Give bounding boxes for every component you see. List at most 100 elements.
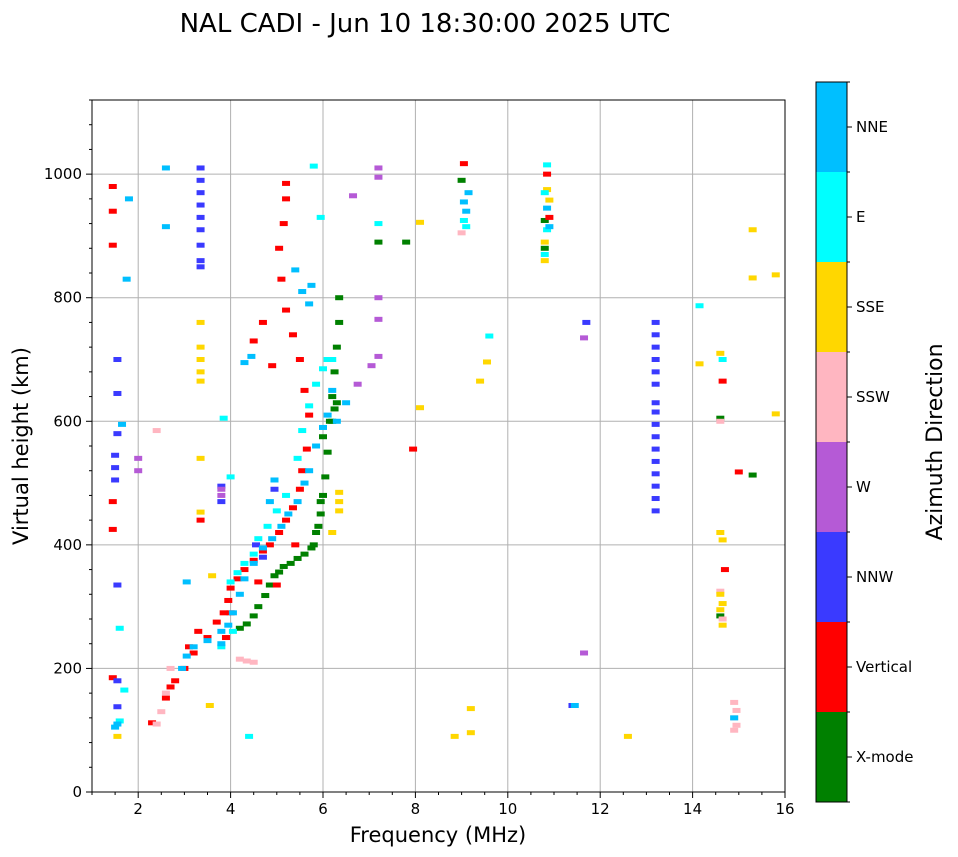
- series-ssw: [153, 230, 741, 732]
- data-point: [162, 224, 170, 229]
- data-point: [247, 354, 255, 359]
- data-point: [402, 240, 410, 245]
- data-point: [109, 209, 117, 214]
- x-tick-label: 12: [591, 800, 610, 818]
- data-point: [116, 626, 124, 631]
- data-point: [183, 579, 191, 584]
- data-point: [458, 178, 466, 183]
- data-point: [582, 320, 590, 325]
- data-point: [321, 474, 329, 479]
- data-point: [291, 542, 299, 547]
- data-point: [109, 243, 117, 248]
- colorbar-segment: [816, 532, 847, 622]
- data-point: [310, 164, 318, 169]
- data-point: [282, 196, 290, 201]
- data-point: [113, 734, 121, 739]
- x-tick-label: 14: [683, 800, 702, 818]
- data-point: [335, 320, 343, 325]
- data-point: [298, 289, 306, 294]
- data-point: [416, 405, 424, 410]
- data-point: [194, 629, 202, 634]
- y-axis-label: Virtual height (km): [9, 347, 33, 545]
- data-point: [291, 267, 299, 272]
- x-tick-label: 16: [775, 800, 794, 818]
- data-point: [282, 518, 290, 523]
- data-point: [266, 542, 274, 547]
- colorbar-segment: [816, 262, 847, 352]
- data-point: [543, 206, 551, 211]
- data-point: [123, 277, 131, 282]
- colorbar: X-modeVerticalNNWWSSWSSEENNE: [816, 82, 913, 802]
- data-point: [374, 175, 382, 180]
- data-point: [545, 198, 553, 203]
- data-point: [305, 301, 313, 306]
- data-point: [197, 369, 205, 374]
- data-point: [716, 592, 724, 597]
- data-point: [483, 359, 491, 364]
- data-point: [324, 413, 332, 418]
- y-tick-label: 1000: [44, 165, 82, 183]
- data-point: [476, 379, 484, 384]
- data-point: [652, 471, 660, 476]
- data-point: [197, 258, 205, 263]
- series-w: [134, 165, 588, 655]
- data-point: [259, 320, 267, 325]
- data-point: [652, 345, 660, 350]
- data-point: [224, 598, 232, 603]
- data-point: [652, 496, 660, 501]
- data-point: [217, 641, 225, 646]
- data-point: [314, 524, 322, 529]
- data-point: [197, 320, 205, 325]
- data-point: [374, 295, 382, 300]
- data-point: [749, 275, 757, 280]
- data-point: [282, 308, 290, 313]
- data-point: [266, 583, 274, 588]
- data-point: [277, 277, 285, 282]
- data-point: [328, 530, 336, 535]
- data-point: [229, 610, 237, 615]
- data-point: [275, 570, 283, 575]
- y-tick-label: 400: [53, 536, 82, 554]
- data-point: [541, 190, 549, 195]
- colorbar-label: X-mode: [856, 748, 913, 766]
- data-point: [652, 400, 660, 405]
- data-point: [261, 593, 269, 598]
- data-point: [305, 403, 313, 408]
- data-point: [319, 434, 327, 439]
- data-point: [153, 428, 161, 433]
- data-point: [113, 583, 121, 588]
- data-point: [236, 592, 244, 597]
- data-point: [282, 181, 290, 186]
- data-point: [303, 447, 311, 452]
- data-point: [250, 613, 258, 618]
- data-point: [721, 567, 729, 572]
- x-tick-label: 6: [318, 800, 328, 818]
- data-point: [652, 434, 660, 439]
- data-point: [254, 579, 262, 584]
- data-point: [280, 221, 288, 226]
- data-point: [296, 357, 304, 362]
- data-point: [732, 708, 740, 713]
- data-point: [319, 425, 327, 430]
- data-point: [571, 703, 579, 708]
- data-point: [460, 218, 468, 223]
- data-point: [333, 400, 341, 405]
- y-tick-label: 600: [53, 412, 82, 430]
- data-point: [652, 320, 660, 325]
- data-point: [451, 734, 459, 739]
- colorbar-label: E: [856, 208, 865, 226]
- data-point: [324, 450, 332, 455]
- colorbar-segment: [816, 442, 847, 532]
- colorbar-segment: [816, 172, 847, 262]
- data-point: [652, 459, 660, 464]
- data-point: [197, 178, 205, 183]
- data-point: [234, 576, 242, 581]
- data-point: [294, 499, 302, 504]
- data-point: [254, 536, 262, 541]
- data-point: [250, 561, 258, 566]
- data-point: [197, 357, 205, 362]
- data-point: [485, 334, 493, 339]
- data-point: [167, 666, 175, 671]
- data-point: [111, 453, 119, 458]
- data-point: [252, 542, 260, 547]
